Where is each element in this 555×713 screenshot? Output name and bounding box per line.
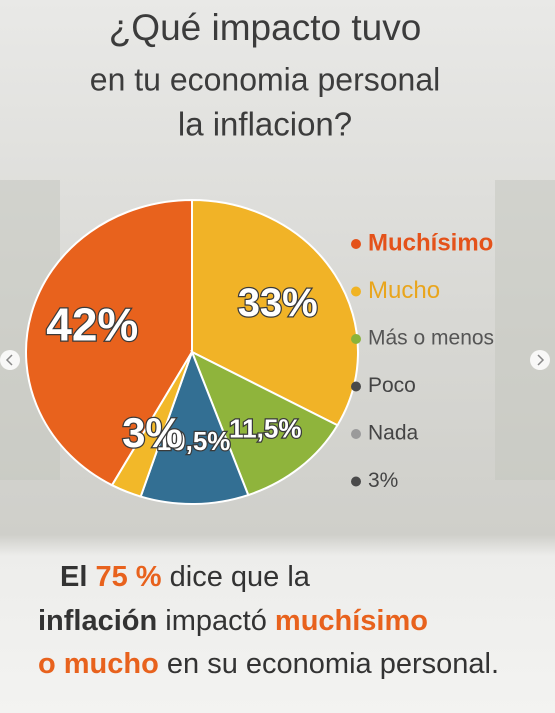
legend: Muchísimo Mucho Más o menos Poco Nada 3% (351, 229, 494, 492)
conclusion-line: El 75 % dice que la (60, 561, 311, 593)
slice-labels: 42% 33% 11,5%10,5%3% (45, 280, 319, 457)
conclusion-segment: El (60, 561, 95, 593)
pie (25, 198, 359, 505)
next-arrow[interactable] (530, 350, 550, 370)
conclusion-segment: inflación (38, 605, 157, 637)
shelf-blur (495, 180, 555, 480)
conclusion-segment: en su economia personal. (159, 648, 499, 680)
legend-marker (351, 286, 361, 297)
legend-marker (351, 334, 361, 344)
legend-label: Mucho (368, 277, 440, 304)
conclusion-segment: dice que la (162, 561, 311, 593)
legend-label: 3% (368, 469, 398, 492)
legend-marker (351, 429, 361, 439)
legend-marker (351, 381, 361, 392)
slice-label: 10,5% (157, 426, 231, 456)
legend-label: Nada (368, 422, 419, 445)
title-line: ¿Qué impacto tuvo (109, 7, 422, 48)
legend-label: Muchísimo (368, 229, 493, 256)
conclusion-segment: 75 % (95, 561, 161, 593)
conclusion-line: inflación impactó muchísimo (38, 605, 428, 637)
legend-marker (351, 476, 361, 487)
conclusion-segment: o mucho (38, 648, 159, 680)
legend-label: Poco (368, 374, 416, 397)
title: ¿Qué impacto tuvo en tu economia personal… (90, 7, 440, 143)
slice-label: 42% (46, 299, 138, 351)
slice-label: 11,5% (229, 413, 301, 443)
conclusion-segment: muchísimo (275, 605, 428, 637)
title-line: la inflacion? (178, 106, 352, 143)
slice-label: 3% (122, 409, 183, 456)
conclusion-segment: impactó (157, 605, 275, 637)
pie-slice (25, 198, 193, 487)
pie-slice (190, 349, 339, 497)
pie-slice (110, 351, 193, 498)
title-line: en tu economia personal (90, 61, 440, 97)
conclusion-line: o mucho en su economia personal. (38, 648, 499, 680)
legend-marker (351, 239, 361, 249)
pie-slice (139, 349, 250, 505)
slice-label: 33% (238, 281, 318, 325)
prev-arrow[interactable] (0, 350, 20, 370)
legend-label: Más o menos (368, 327, 494, 350)
